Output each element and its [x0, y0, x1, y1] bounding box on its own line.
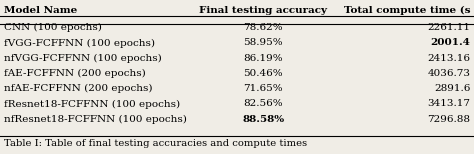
Text: 2261.11: 2261.11	[427, 23, 470, 32]
Text: fResnet18-FCFFNN (100 epochs): fResnet18-FCFFNN (100 epochs)	[4, 99, 180, 109]
Text: Model Name: Model Name	[4, 6, 77, 14]
Text: 86.19%: 86.19%	[243, 54, 283, 63]
Text: CNN (100 epochs): CNN (100 epochs)	[4, 23, 101, 32]
Text: 88.58%: 88.58%	[242, 115, 284, 124]
Text: nfResnet18-FCFFNN (100 epochs): nfResnet18-FCFFNN (100 epochs)	[4, 115, 187, 124]
Text: 2001.4: 2001.4	[430, 38, 470, 47]
Text: nfVGG-FCFFNN (100 epochs): nfVGG-FCFFNN (100 epochs)	[4, 54, 162, 63]
Text: 2891.6: 2891.6	[434, 84, 470, 93]
Text: 3413.17: 3413.17	[427, 99, 470, 108]
Text: 4036.73: 4036.73	[427, 69, 470, 78]
Text: 78.62%: 78.62%	[243, 23, 283, 32]
Text: 71.65%: 71.65%	[243, 84, 283, 93]
Text: 58.95%: 58.95%	[243, 38, 283, 47]
Text: fVGG-FCFFNN (100 epochs): fVGG-FCFFNN (100 epochs)	[4, 38, 155, 48]
Text: nfAE-FCFFNN (200 epochs): nfAE-FCFFNN (200 epochs)	[4, 84, 152, 93]
Text: fAE-FCFFNN (200 epochs): fAE-FCFFNN (200 epochs)	[4, 69, 146, 78]
Text: Table I: Table of final testing accuracies and compute times: Table I: Table of final testing accuraci…	[4, 139, 307, 148]
Text: 7296.88: 7296.88	[427, 115, 470, 124]
Text: 82.56%: 82.56%	[243, 99, 283, 108]
Text: 2413.16: 2413.16	[427, 54, 470, 63]
Text: Total compute time (s: Total compute time (s	[344, 5, 470, 15]
Text: 50.46%: 50.46%	[243, 69, 283, 78]
Text: Final testing accuracy: Final testing accuracy	[199, 6, 327, 14]
